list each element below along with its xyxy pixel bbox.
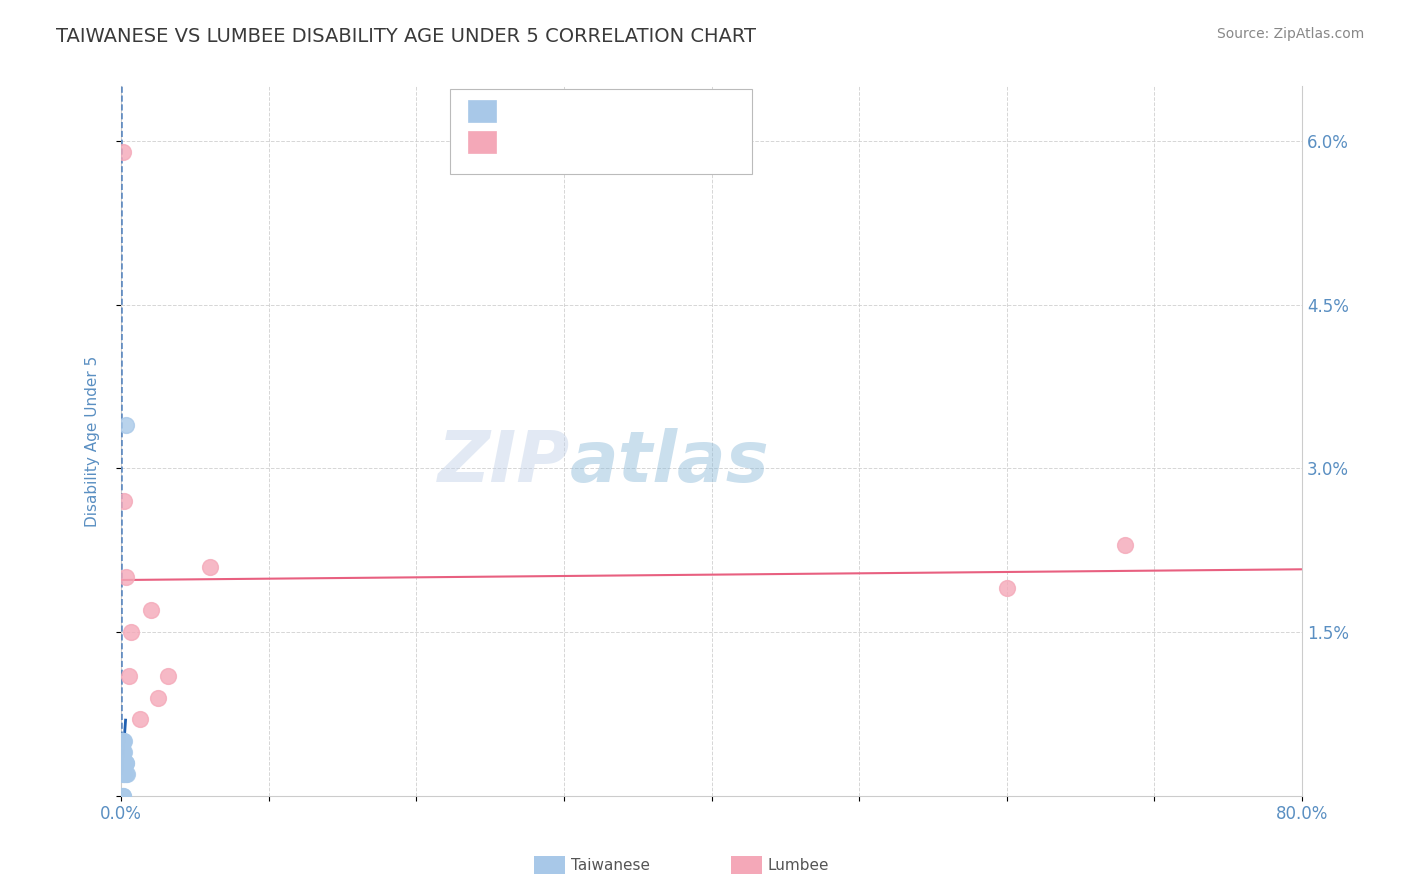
Point	[112, 494, 135, 508]
Text: TAIWANESE VS LUMBEE DISABILITY AGE UNDER 5 CORRELATION CHART: TAIWANESE VS LUMBEE DISABILITY AGE UNDER…	[56, 27, 756, 45]
Point	[114, 756, 136, 770]
Point	[112, 756, 135, 770]
Point	[111, 734, 134, 748]
Point	[111, 145, 134, 159]
Point	[114, 767, 136, 781]
Point	[112, 767, 135, 781]
Point	[114, 756, 136, 770]
Point	[114, 417, 136, 432]
Text: Source: ZipAtlas.com: Source: ZipAtlas.com	[1216, 27, 1364, 41]
Text: atlas: atlas	[569, 428, 769, 497]
Point	[111, 767, 134, 781]
Point	[121, 625, 143, 640]
Point	[139, 603, 162, 617]
Point	[157, 669, 180, 683]
Point	[111, 756, 134, 770]
Y-axis label: Disability Age Under 5: Disability Age Under 5	[86, 355, 100, 526]
Point	[117, 669, 139, 683]
Point	[111, 745, 134, 759]
Text: R =   0.661   N = 21: R = 0.661 N = 21	[503, 104, 658, 119]
Point	[995, 582, 1018, 596]
Point	[115, 767, 138, 781]
Text: R = -0.042   N = 12: R = -0.042 N = 12	[503, 136, 654, 150]
Point	[112, 745, 135, 759]
Point	[111, 734, 134, 748]
Point	[111, 789, 134, 803]
Text: Taiwanese: Taiwanese	[571, 858, 650, 872]
Text: Lumbee: Lumbee	[768, 858, 830, 872]
Point	[112, 734, 135, 748]
Point	[146, 690, 169, 705]
Point	[112, 756, 135, 770]
Point	[111, 756, 134, 770]
Point	[111, 789, 134, 803]
Point	[111, 745, 134, 759]
Point	[111, 734, 134, 748]
Point	[111, 756, 134, 770]
Point	[129, 712, 152, 726]
Point	[1114, 538, 1136, 552]
Text: ZIP: ZIP	[437, 428, 569, 497]
Point	[198, 559, 221, 574]
Point	[114, 570, 136, 584]
